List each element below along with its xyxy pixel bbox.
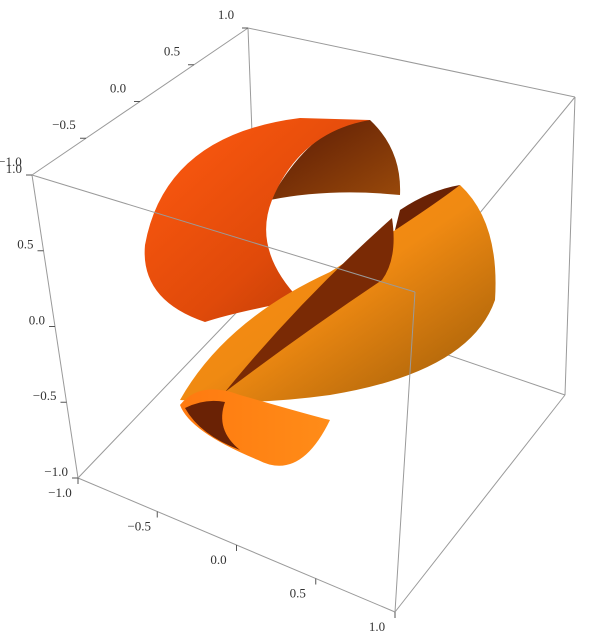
z-tick-label: 1.0 [6, 161, 22, 176]
x-tick-label: 0.0 [210, 552, 226, 567]
x-tick-label: 0.5 [290, 585, 306, 600]
surface-patch [225, 218, 394, 392]
box-edge [394, 394, 566, 613]
x-tick-label: 1.0 [369, 619, 385, 633]
y-tick-label: −1.0 [0, 154, 22, 169]
box-edge [564, 96, 576, 396]
surface-patch [270, 120, 401, 200]
box-edge [394, 291, 416, 613]
box-edge [77, 289, 259, 479]
y-tick-label: 0.5 [164, 44, 180, 59]
z-tick-label: −0.5 [33, 388, 57, 403]
y-tick-label: 0.0 [110, 80, 126, 95]
surface-patch [395, 185, 460, 230]
z-tick-label: 0.0 [29, 312, 45, 327]
surface-patch [144, 118, 370, 322]
y-tick-label: 1.0 [218, 7, 234, 22]
z-tick-label: 0.5 [17, 237, 33, 252]
x-tick-label: −0.5 [127, 518, 151, 533]
x-tick-label: −1.0 [48, 485, 72, 500]
box-edge [247, 27, 576, 98]
box-edge [31, 174, 416, 293]
y-tick-label: −0.5 [52, 117, 76, 132]
surface [144, 118, 496, 466]
z-tick-label: −1.0 [44, 464, 68, 479]
surface-patch [185, 400, 240, 450]
